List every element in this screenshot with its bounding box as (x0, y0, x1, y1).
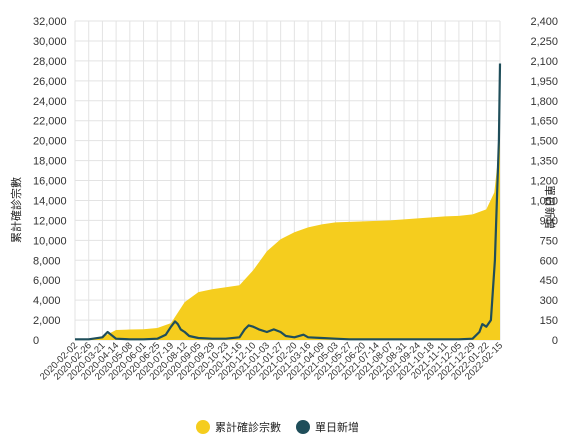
legend-swatch-cumulative[interactable] (196, 420, 210, 434)
y-right-tick-label: 1,350 (530, 156, 558, 168)
y-right-tick-label: 1,200 (530, 176, 558, 188)
legend-label-daily[interactable]: 單日新增 (315, 420, 359, 434)
y-right-tick-label: 900 (540, 215, 558, 227)
y-right-tick-label: 750 (540, 235, 558, 247)
y-right-tick-label: 300 (540, 295, 558, 307)
y-right-tick-label: 1,950 (530, 76, 558, 88)
y-right-tick-label: 2,250 (530, 36, 558, 48)
y-left-tick-label: 4,000 (33, 295, 61, 307)
y-left-tick-label: 26,000 (33, 76, 67, 88)
y-right-tick-label: 1,650 (530, 116, 558, 128)
y-left-tick-label: 28,000 (33, 56, 67, 68)
y-right-tick-label: 1,050 (530, 195, 558, 207)
y-left-tick-label: 24,000 (33, 96, 67, 108)
y-right-tick-label: 1,800 (530, 96, 558, 108)
y-axis-left: 0 2,000 4,000 6,000 8,000 10,000 12,000 14,000 1… (33, 16, 67, 347)
y-right-tick-label: 2,400 (530, 16, 558, 28)
daily-new-line-path (75, 63, 502, 341)
cumulative-area (75, 130, 500, 340)
y-left-tick-label: 18,000 (33, 156, 67, 168)
y-left-tick-label: 14,000 (33, 195, 67, 207)
y-right-tick-label: 2,100 (530, 56, 558, 68)
y-axis-right-title: 單日新增 (543, 185, 557, 229)
cumulative-area-path (75, 130, 500, 340)
y-right-tick-label: 600 (540, 255, 558, 267)
y-right-tick-label: 0 (552, 335, 558, 347)
y-left-tick-label: 32,000 (33, 16, 67, 28)
y-left-tick-label: 12,000 (33, 215, 67, 227)
y-left-tick-label: 0 (33, 335, 39, 347)
y-left-tick-label: 22,000 (33, 116, 67, 128)
legend-label-cumulative[interactable]: 累計確診宗數 (215, 420, 281, 434)
y-right-tick-label: 450 (540, 275, 558, 287)
y-left-tick-label: 20,000 (33, 136, 67, 148)
y-axis-right: 0 150 300 450 600 750 900 1,050 1,200 1,350 1,500 1… (530, 16, 558, 347)
y-left-tick-label: 10,000 (33, 235, 67, 247)
legend: 累計確診宗數 單日新增 (196, 420, 359, 434)
y-left-tick-label: 6,000 (33, 275, 61, 287)
y-left-tick-label: 2,000 (33, 315, 61, 327)
y-left-tick-label: 8,000 (33, 255, 61, 267)
x-axis: 2020-02-022020-02-262020-03-212020-04-14… (38, 340, 505, 382)
y-axis-left-title: 累計確診宗數 (9, 177, 23, 243)
y-right-tick-label: 150 (540, 315, 558, 327)
y-left-tick-label: 16,000 (33, 176, 67, 188)
y-left-tick-label: 30,000 (33, 36, 67, 48)
daily-new-line (75, 63, 502, 341)
y-right-tick-label: 1,500 (530, 136, 558, 148)
legend-swatch-daily[interactable] (296, 420, 310, 434)
